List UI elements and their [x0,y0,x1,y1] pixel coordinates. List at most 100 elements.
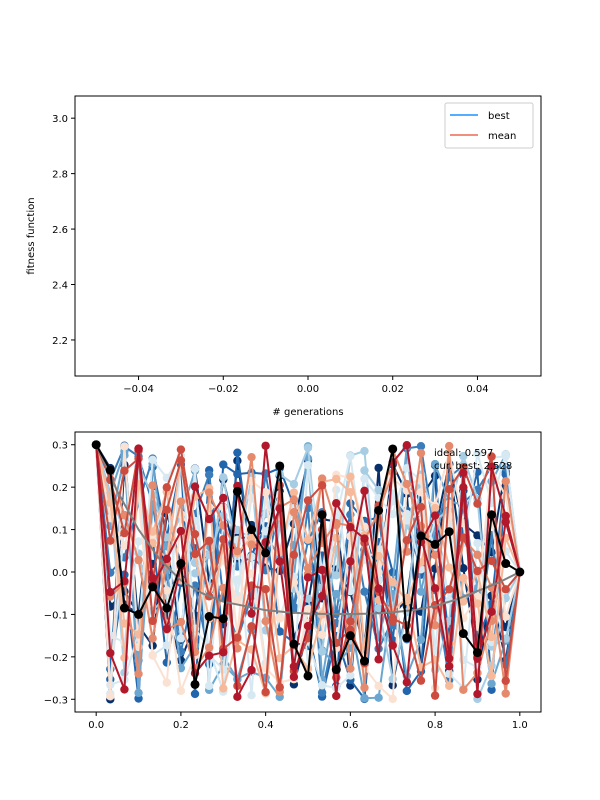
population-point [303,604,313,614]
best-individual-point [148,582,158,592]
population-point [106,587,115,597]
fitness-ytick-label: 2.4 [52,281,68,292]
population-point [176,526,186,536]
population-point [120,442,129,451]
population-point [487,632,496,642]
best-individual-point [374,505,384,515]
population-point [247,665,256,675]
population-point [487,607,496,616]
population-point [430,550,440,560]
population-point [332,485,341,494]
population-point [346,557,355,566]
best-individual-point [303,671,313,681]
population-point [289,672,299,682]
population-point [247,540,256,549]
population-point [332,589,341,599]
population-point [501,450,510,459]
fitness-chart: −0.04 −0.02 0.00 0.02 0.04 2.2 2.4 2.6 2.8 3.0 # … [26,95,542,418]
best-individual-point [204,612,214,622]
best-individual-point [162,603,172,613]
population-point [120,541,129,550]
population-xtick-label: 0.2 [173,720,189,731]
population-point [162,586,172,595]
population-point [148,634,157,643]
fitness-xlabel: # generations [272,407,343,418]
population-point [487,685,496,695]
population-point [430,621,440,630]
population-point [176,617,186,627]
population-point [473,550,482,560]
population-point [303,621,313,631]
population-point [261,617,270,626]
population-point [162,658,172,667]
population-point [204,488,214,497]
legend-best-label: best [488,111,510,122]
population-point [162,624,172,634]
population-point [275,504,284,513]
best-individual-point [232,486,242,496]
population-point [459,533,468,542]
population-point [190,529,200,539]
population-point [176,497,186,506]
population-point [332,571,341,580]
population-point [473,599,482,608]
fitness-ytick-label: 2.8 [52,170,68,181]
population-point [374,655,383,664]
best-individual-point [472,648,482,658]
best-individual-point [317,510,327,520]
population-point [402,441,412,450]
population-point [360,446,369,456]
population-point [487,556,496,566]
population-point [204,470,214,479]
population-point [416,587,426,596]
population-point [317,630,327,640]
population-plot-frame [74,431,542,713]
best-individual-point [345,631,355,641]
population-xtick-label: 0.4 [258,720,274,731]
population-point [233,547,242,556]
population-xtick-label: 0.0 [88,720,104,731]
population-point [261,488,270,497]
population-point [346,523,355,532]
population-point [120,466,129,475]
population-point [275,683,284,692]
population-point [120,685,129,694]
population-point [233,644,242,653]
population-point [233,448,242,457]
population-point [430,584,440,593]
population-point [303,564,313,573]
best-individual-point [501,559,511,569]
population-point [219,648,228,657]
population-point [388,674,397,684]
best-individual-point [275,461,285,471]
population-point [289,662,299,671]
population-xtick-label: 1.0 [512,720,528,731]
population-point [148,455,157,465]
population-point [473,689,482,699]
population-point [416,442,426,451]
population-point [501,689,510,698]
best-individual-point [430,539,440,549]
best-individual-point [444,527,454,537]
population-point [360,474,369,483]
population-point [501,676,510,685]
population-point [162,554,172,564]
best-individual-point [515,567,525,577]
population-point [190,464,200,473]
ideal-annotation: ideal: 0.597 [434,448,493,459]
fitness-xtick-label: 0.02 [382,384,404,395]
best-individual-point [402,633,412,643]
population-point [360,683,369,692]
population-point [204,681,214,691]
population-point [374,604,383,613]
population-point [444,585,454,594]
population-point [289,550,299,559]
population-ytick-label: −0.3 [44,695,68,706]
population-point [247,609,256,618]
best-individual-point [134,609,144,619]
best-individual-point [176,559,186,569]
population-point [134,444,143,453]
population-point [219,684,228,693]
population-point [402,479,412,489]
